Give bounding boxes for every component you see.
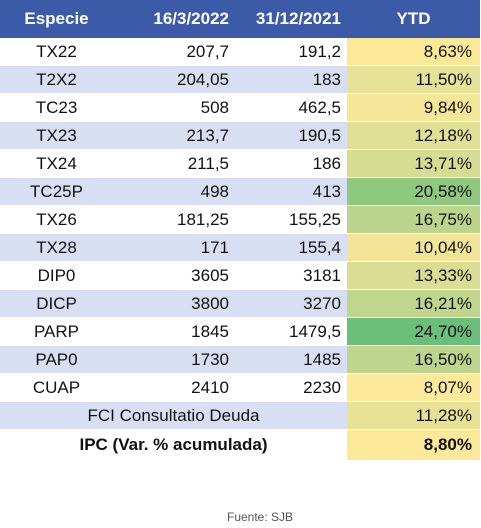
table-row: TX28 171 155,4 10,04%: [0, 233, 480, 262]
price-current-cell: 3605: [113, 261, 235, 290]
table-row: TX24 211,5 186 13,71%: [0, 149, 480, 178]
table-row: T2X2 204,05 183 11,50%: [0, 65, 480, 94]
price-previous-cell: 191,2: [235, 38, 347, 66]
price-current-cell: 498: [113, 177, 235, 206]
price-current-cell: 1730: [113, 345, 235, 374]
ytd-cell: 8,07%: [347, 373, 480, 402]
ytd-cell: 24,70%: [347, 317, 480, 346]
table-row: PAP0 1730 1485 16,50%: [0, 345, 480, 374]
table-row: TX23 213,7 190,5 12,18%: [0, 121, 480, 150]
price-previous-cell: 190,5: [235, 121, 347, 150]
ytd-cell: 11,50%: [347, 65, 480, 94]
ytd-cell: 13,71%: [347, 149, 480, 178]
ytd-cell: 8,63%: [347, 38, 480, 66]
table-row: CUAP 2410 2230 8,07%: [0, 373, 480, 402]
price-previous-cell: 183: [235, 65, 347, 94]
price-previous-cell: 3181: [235, 261, 347, 290]
especie-cell: T2X2: [0, 65, 113, 94]
price-current-cell: 3800: [113, 289, 235, 318]
ipc-label: IPC (Var. % acumulada): [0, 429, 347, 461]
especie-cell: TX22: [0, 38, 113, 66]
price-current-cell: 171: [113, 233, 235, 262]
price-current-cell: 211,5: [113, 149, 235, 178]
table-row: TC23 508 462,5 9,84%: [0, 93, 480, 122]
fci-row: FCI Consultatio Deuda 11,28%: [0, 401, 480, 430]
ytd-cell: 13,33%: [347, 261, 480, 290]
header-row: Especie 16/3/2022 31/12/2021 YTD: [0, 0, 480, 38]
price-previous-cell: 462,5: [235, 93, 347, 122]
table-row: TX22 207,7 191,2 8,63%: [0, 38, 480, 66]
ipc-row: IPC (Var. % acumulada) 8,80%: [0, 429, 480, 461]
especie-cell: DIP0: [0, 261, 113, 290]
especie-cell: TX23: [0, 121, 113, 150]
especie-cell: PARP: [0, 317, 113, 346]
header-especie: Especie: [0, 0, 113, 38]
price-previous-cell: 413: [235, 177, 347, 206]
ytd-table: Especie 16/3/2022 31/12/2021 YTD TX22 207…: [0, 0, 480, 461]
price-current-cell: 2410: [113, 373, 235, 402]
especie-cell: TX26: [0, 205, 113, 234]
especie-cell: TX24: [0, 149, 113, 178]
price-current-cell: 207,7: [113, 38, 235, 66]
price-previous-cell: 1485: [235, 345, 347, 374]
ytd-cell: 10,04%: [347, 233, 480, 262]
especie-cell: TC23: [0, 93, 113, 122]
fci-label: FCI Consultatio Deuda: [0, 401, 347, 430]
price-previous-cell: 186: [235, 149, 347, 178]
fci-ytd-cell: 11,28%: [347, 401, 480, 430]
especie-cell: DICP: [0, 289, 113, 318]
price-previous-cell: 155,25: [235, 205, 347, 234]
header-ytd: YTD: [347, 0, 480, 38]
table-row: PARP 1845 1479,5 24,70%: [0, 317, 480, 346]
price-previous-cell: 2230: [235, 373, 347, 402]
table-row: DIP0 3605 3181 13,33%: [0, 261, 480, 290]
price-current-cell: 213,7: [113, 121, 235, 150]
especie-cell: PAP0: [0, 345, 113, 374]
especie-cell: TX28: [0, 233, 113, 262]
especie-cell: CUAP: [0, 373, 113, 402]
price-current-cell: 181,25: [113, 205, 235, 234]
especie-cell: TC25P: [0, 177, 113, 206]
table-row: TX26 181,25 155,25 16,75%: [0, 205, 480, 234]
table-body: TX22 207,7 191,2 8,63% T2X2 204,05 183 11,50% TC…: [0, 38, 480, 461]
price-current-cell: 204,05: [113, 65, 235, 94]
price-current-cell: 1845: [113, 317, 235, 346]
ytd-cell: 20,58%: [347, 177, 480, 206]
price-current-cell: 508: [113, 93, 235, 122]
header-date1: 16/3/2022: [113, 0, 235, 38]
ytd-cell: 9,84%: [347, 93, 480, 122]
table-row: TC25P 498 413 20,58%: [0, 177, 480, 206]
ytd-cell: 16,75%: [347, 205, 480, 234]
source-note: Fuente: SJB: [227, 510, 294, 524]
ipc-ytd-cell: 8,80%: [347, 429, 480, 461]
ytd-cell: 16,50%: [347, 345, 480, 374]
table-row: DICP 3800 3270 16,21%: [0, 289, 480, 318]
price-previous-cell: 155,4: [235, 233, 347, 262]
price-previous-cell: 3270: [235, 289, 347, 318]
ytd-cell: 12,18%: [347, 121, 480, 150]
ytd-cell: 16,21%: [347, 289, 480, 318]
header-date2: 31/12/2021: [235, 0, 347, 38]
price-previous-cell: 1479,5: [235, 317, 347, 346]
